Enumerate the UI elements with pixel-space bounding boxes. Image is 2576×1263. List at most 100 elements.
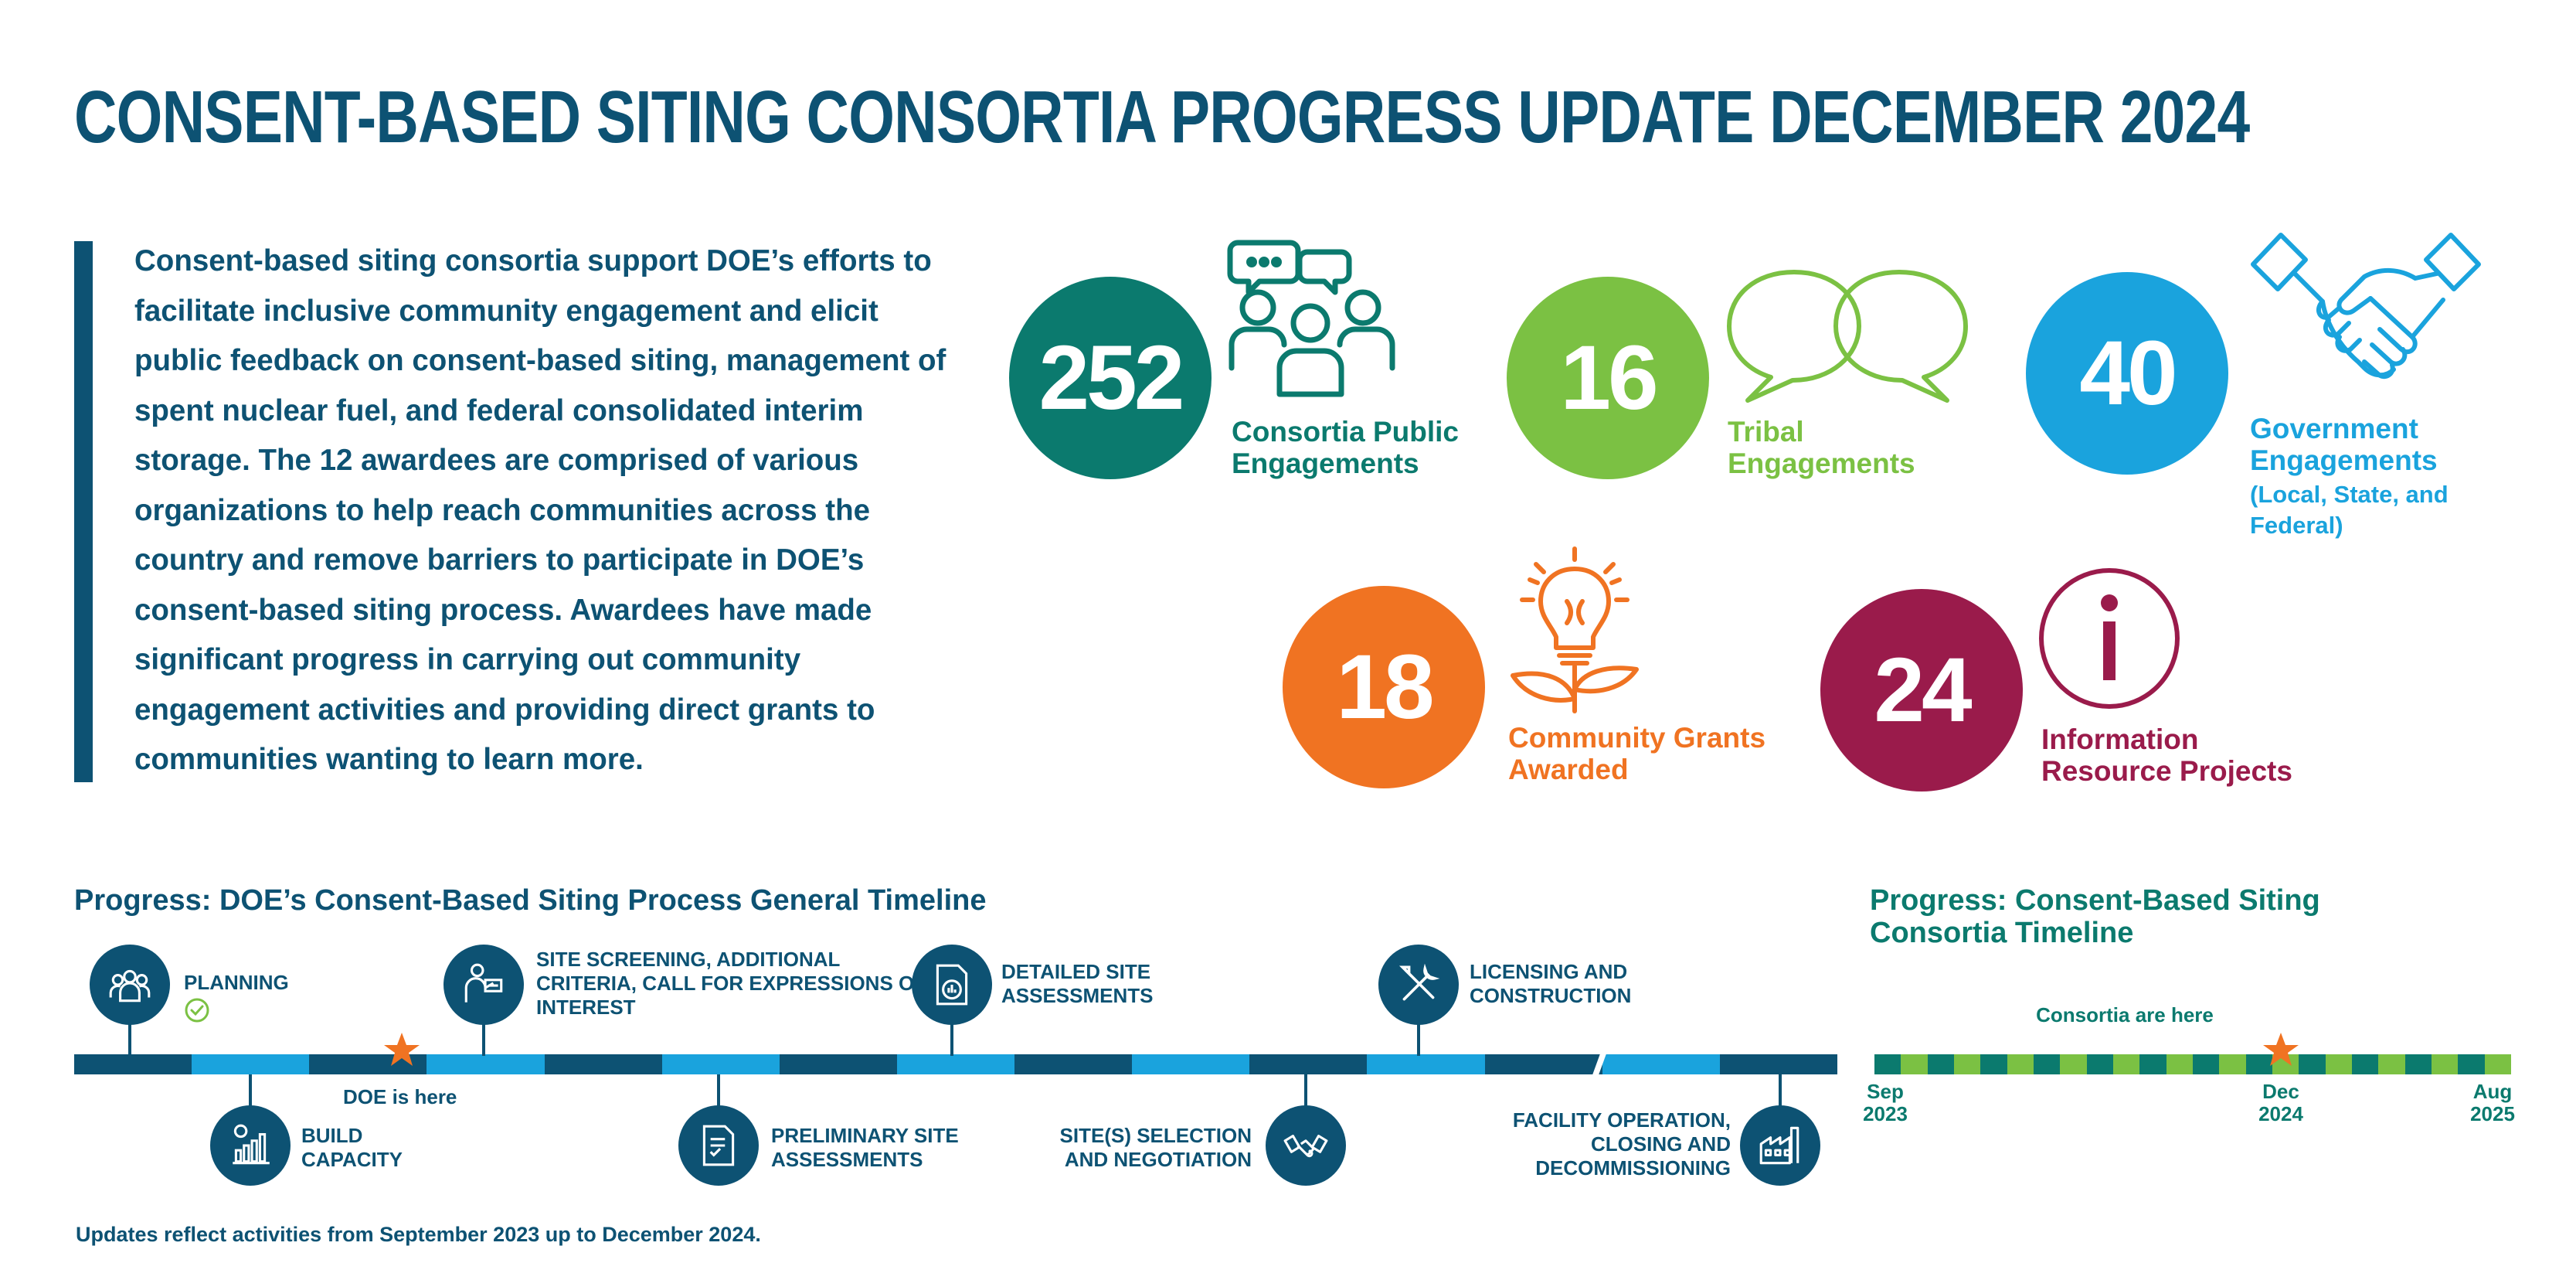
consortia-timeline-segment	[2139, 1054, 2167, 1074]
stat-value: 40	[2079, 322, 2177, 424]
stat-circle-community-grants: 18	[1283, 586, 1485, 788]
stat-circle-government-engagements: 40	[2026, 272, 2228, 475]
stat-value: 24	[1874, 639, 1972, 741]
stat-value: 18	[1336, 636, 1434, 738]
timeline-segment	[1602, 1054, 1721, 1074]
consortia-timeline-segment	[1954, 1054, 1981, 1074]
consortia-timeline-segment	[2060, 1054, 2088, 1074]
step-label-site-screening: SITE SCREENING, ADDITIONAL CRITERIA, CAL…	[536, 948, 927, 1019]
step-label-detailed-site-assessments: DETAILED SITE ASSESSMENTS	[1001, 960, 1154, 1007]
tick-month: Sep	[1867, 1080, 1904, 1103]
stat-value: 252	[1038, 327, 1185, 429]
consortia-timeline-segment	[2245, 1054, 2273, 1074]
tick-month: Dec	[2262, 1080, 2299, 1103]
consortia-tick-current: Dec 2024	[2250, 1081, 2312, 1125]
report-chart-icon	[912, 945, 992, 1025]
consortia-timeline-segment	[2458, 1054, 2486, 1074]
tick-month: Aug	[2472, 1080, 2513, 1103]
intro-accent-bar	[74, 241, 93, 782]
timeline-segment	[661, 1054, 780, 1074]
timeline-segment	[1484, 1054, 1603, 1074]
doe-marker-label: DOE is here	[343, 1085, 457, 1108]
consortia-timeline-segment	[2352, 1054, 2379, 1074]
consortia-timeline-segment	[2193, 1054, 2220, 1074]
handshake-icon	[1266, 1105, 1346, 1186]
timeline-stem	[950, 1013, 953, 1056]
check-circle-icon	[185, 998, 209, 1023]
consortia-tick-start: Sep 2023	[1854, 1081, 1916, 1125]
consortia-timeline-segment	[1980, 1054, 2008, 1074]
bar-chart-icon	[210, 1105, 291, 1186]
footnote: Updates reflect activities from Septembe…	[76, 1223, 761, 1246]
consortia-timeline-segment	[2034, 1054, 2061, 1074]
speech-bubbles-icon	[1727, 270, 1968, 403]
consortia-timeline-segment	[1901, 1054, 1929, 1074]
step-label-preliminary-site-assessments: PRELIMINARY SITE ASSESSMENTS	[771, 1124, 959, 1171]
consortia-timeline-segment	[2378, 1054, 2406, 1074]
stat-value: 16	[1560, 327, 1658, 429]
timeline-segment	[74, 1054, 192, 1074]
stat-sublabel-government-engagements: (Local, State, and Federal)	[2250, 481, 2449, 539]
stat-label-tribal-engagements: Tribal Engagements	[1728, 416, 1915, 479]
timeline-stem	[249, 1074, 252, 1119]
people-group-icon	[90, 945, 170, 1025]
stat-circle-public-engagements: 252	[1009, 277, 1212, 479]
timeline-segment	[544, 1054, 663, 1074]
stat-circle-information-resources: 24	[1820, 589, 2023, 792]
consortia-timeline-segment	[2432, 1054, 2459, 1074]
info-icon	[2039, 568, 2180, 709]
step-label-licensing-construction: LICENSING AND CONSTRUCTION	[1470, 960, 1632, 1007]
handshake-icon	[2251, 233, 2481, 380]
timeline-segment	[779, 1054, 898, 1074]
timeline-segment	[1249, 1054, 1368, 1074]
step-label-facility-operation: FACILITY OPERATION, CLOSING AND DECOMMIS…	[1512, 1108, 1731, 1180]
consortia-timeline-segment	[2113, 1054, 2140, 1074]
timeline-stem	[1779, 1074, 1782, 1119]
stat-label-government-engagements: Government Engagements	[2250, 413, 2438, 476]
consortia-timeline-segment	[2484, 1054, 2512, 1074]
tick-year: 2024	[2258, 1102, 2303, 1125]
star-marker-icon	[384, 1033, 420, 1066]
timeline-segment	[896, 1054, 1015, 1074]
consortia-timeline-segment	[2166, 1054, 2194, 1074]
timeline-stem	[1304, 1074, 1307, 1119]
people-discussion-icon	[1227, 240, 1395, 397]
doe-timeline-bar	[74, 1053, 1838, 1076]
stat-label-public-engagements: Consortia Public Engagements	[1232, 416, 1459, 479]
intro-paragraph: Consent-based siting consortia support D…	[134, 244, 946, 776]
timeline-stem	[717, 1074, 720, 1119]
page-title: CONSENT-BASED SITING CONSORTIA PROGRESS …	[74, 76, 2250, 158]
star-marker-icon	[2263, 1033, 2299, 1066]
timeline-stem	[482, 1013, 485, 1056]
consortia-tick-end: Aug 2025	[2462, 1081, 2523, 1125]
stat-label-community-grants: Community Grants Awarded	[1508, 722, 1766, 785]
timeline-segment	[1014, 1054, 1133, 1074]
timeline-segment	[192, 1054, 310, 1074]
tick-year: 2025	[2470, 1102, 2515, 1125]
consortia-marker-label: Consortia are here	[2036, 1003, 2214, 1026]
consortia-timeline-segment	[2086, 1054, 2114, 1074]
consortia-timeline-segment	[2404, 1054, 2432, 1074]
stat-label-information-resources: Information Resource Projects	[2041, 723, 2292, 787]
factory-icon	[1740, 1105, 1820, 1186]
consortia-timeline-segment	[2299, 1054, 2326, 1074]
timeline-segment	[1367, 1054, 1486, 1074]
timeline-stem	[128, 1013, 131, 1056]
timeline-segment	[427, 1054, 545, 1074]
timeline-stem	[1417, 1013, 1420, 1056]
consortia-timeline-segment	[2325, 1054, 2353, 1074]
presenter-icon	[443, 945, 524, 1025]
consortia-timeline-heading: Progress: Consent-Based Siting Consortia…	[1870, 884, 2320, 949]
consortia-timeline-segment	[1927, 1054, 1955, 1074]
step-label-build-capacity: BUILD CAPACITY	[301, 1124, 403, 1171]
tools-icon	[1378, 945, 1459, 1025]
timeline-segment	[1132, 1054, 1250, 1074]
timeline-segment	[1719, 1054, 1838, 1074]
tick-year: 2023	[1863, 1102, 1908, 1125]
step-label-planning: PLANNING	[184, 971, 289, 994]
checklist-document-icon	[678, 1105, 759, 1186]
step-label-site-selection: SITE(S) SELECTION AND NEGOTIATION	[1059, 1124, 1252, 1171]
consortia-timeline-bar	[1874, 1054, 2512, 1074]
lightbulb-plant-icon	[1511, 546, 1639, 713]
consortia-timeline-segment	[2007, 1054, 2034, 1074]
